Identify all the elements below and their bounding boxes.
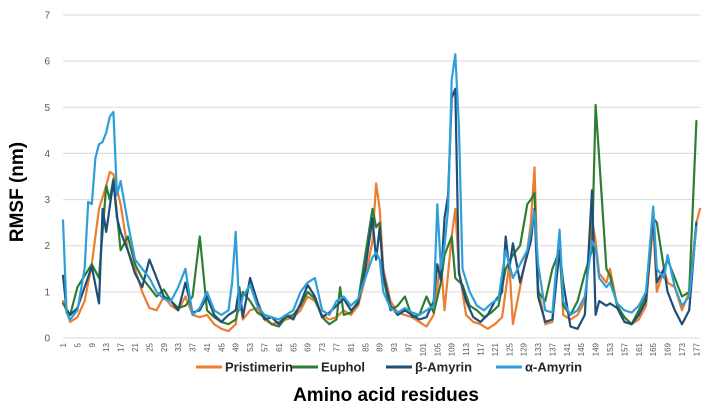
- x-tick-label: 1: [59, 342, 68, 347]
- x-tick-label: 153: [606, 342, 615, 356]
- x-tick-label: 37: [189, 342, 198, 351]
- x-tick-label: 13: [102, 342, 111, 351]
- y-tick-label: 7: [44, 11, 50, 22]
- x-tick-label: 117: [476, 342, 485, 355]
- x-tick-label: 141: [563, 342, 572, 356]
- x-tick-label: 137: [548, 342, 557, 356]
- x-tick-label: 57: [261, 342, 270, 351]
- x-tick-label: 61: [275, 342, 284, 351]
- y-tick-label: 6: [44, 57, 50, 68]
- x-tick-label: 97: [404, 342, 413, 351]
- x-tick-label: 157: [620, 342, 629, 356]
- x-tick-label: 89: [376, 342, 385, 351]
- x-tick-label: 113: [462, 342, 471, 355]
- y-tick-label: 5: [44, 103, 50, 114]
- y-axis-ticks: 0 1 2 3 4 5 6 7: [44, 11, 50, 345]
- x-tick-label: 25: [145, 342, 154, 351]
- x-tick-label: 73: [318, 342, 327, 351]
- x-tick-label: 125: [505, 342, 514, 356]
- x-tick-label: 41: [203, 342, 212, 351]
- legend-label-2: Euphol: [321, 360, 365, 375]
- y-axis-title: RMSF (nm): [7, 142, 28, 242]
- x-tick-label: 45: [217, 342, 226, 351]
- legend-label-3: β-Amyrin: [415, 360, 472, 375]
- x-tick-label: 53: [246, 342, 255, 351]
- x-tick-label: 105: [433, 342, 442, 356]
- x-tick-label: 149: [592, 342, 601, 356]
- x-tick-label: 133: [534, 342, 543, 356]
- y-tick-label: 0: [44, 334, 50, 345]
- y-tick-label: 3: [44, 195, 50, 206]
- x-tick-label: 69: [304, 342, 313, 351]
- y-tick-label: 1: [44, 287, 50, 298]
- legend-label-4: α-Amyrin: [525, 360, 582, 375]
- series-line-3: [61, 87, 698, 330]
- x-tick-label: 21: [131, 342, 140, 351]
- x-tick-label: 145: [577, 342, 586, 356]
- x-tick-label: 85: [361, 342, 370, 351]
- x-tick-label: 17: [117, 342, 126, 351]
- legend-label-1: Pristimerin: [225, 360, 293, 375]
- x-tick-label: 49: [232, 342, 241, 351]
- x-tick-label: 33: [174, 342, 183, 351]
- x-tick-label: 77: [333, 342, 342, 351]
- x-tick-label: 121: [491, 342, 500, 356]
- series-lines: [61, 53, 702, 333]
- x-tick-label: 173: [678, 342, 687, 356]
- y-tick-label: 4: [44, 149, 50, 160]
- x-tick-label: 129: [520, 342, 529, 356]
- y-tick-label: 2: [44, 241, 50, 252]
- x-tick-label: 65: [289, 342, 298, 351]
- x-tick-label: 177: [692, 342, 701, 356]
- x-tick-label: 161: [635, 342, 644, 356]
- x-tick-label: 101: [419, 342, 428, 356]
- legend: Pristimerin Euphol β-Amyrin α-Amyrin: [196, 360, 582, 375]
- x-tick-label: 81: [347, 342, 356, 351]
- x-tick-label: 5: [73, 342, 82, 347]
- gridlines: [63, 14, 700, 339]
- series-line-4: [61, 53, 698, 321]
- x-axis-ticks: 1 5 9 13 17 21 25 29 33 37 41 45 49 53 57 61 65 69 73 77 81 8…: [59, 342, 701, 356]
- x-tick-label: 165: [649, 342, 658, 356]
- x-tick-label: 93: [390, 342, 399, 351]
- x-tick-label: 9: [88, 342, 97, 347]
- x-tick-label: 29: [160, 342, 169, 351]
- x-axis-title: Amino acid residues: [293, 385, 479, 406]
- x-tick-label: 109: [448, 342, 457, 356]
- x-tick-label: 169: [664, 342, 673, 356]
